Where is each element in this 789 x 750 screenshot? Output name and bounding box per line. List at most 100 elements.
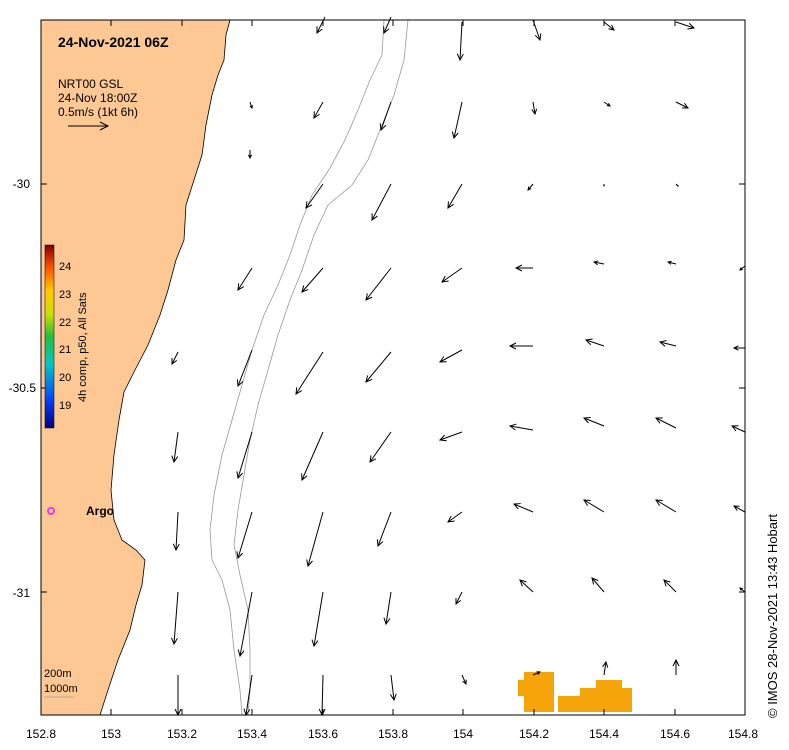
current-vector [441,267,463,283]
scale-arrow [68,121,110,131]
current-vector [316,16,326,34]
current-vector-head [247,154,253,160]
current-vector [603,21,615,31]
current-vector-head [687,22,696,30]
current-vector [175,511,179,551]
current-vector-head [301,473,308,482]
current-vector-head [447,201,454,209]
colorbar-tick: 22 [59,317,71,329]
current-vector-head [243,708,251,717]
current-vector-head [591,577,599,585]
current-vector-head [582,416,591,424]
contour-label-200m: 200m [44,668,72,680]
current-vector [305,183,324,209]
current-vector [667,261,677,265]
current-vector [447,183,463,209]
current-vector [321,674,324,716]
colorbar-tick: 24 [59,261,71,273]
current-vector-head [583,499,591,506]
current-vector-head [438,434,447,442]
current-vector [171,351,179,365]
current-vector [532,671,541,676]
current-vector [461,674,467,685]
current-vector-head [447,515,455,523]
current-vector-head [527,186,532,191]
current-vector [439,431,463,441]
current-vector [675,21,695,29]
current-vector-head [733,505,740,511]
current-vector-head [676,184,679,187]
current-vector-head [237,649,245,658]
contour-label-1000m: 1000m [44,683,78,695]
colorbar [44,244,55,429]
current-vector-head [514,264,523,272]
current-vector-head [305,201,313,209]
current-vector-head [249,105,253,110]
lon-tick: 154.2 [519,727,549,741]
current-vector [301,267,324,293]
lat-tick: -31 [13,586,31,600]
current-vector-head [531,108,538,116]
current-vector-head [171,637,178,646]
current-vector [509,425,534,431]
current-vector-head [301,285,309,293]
current-vector-head [455,598,462,605]
current-vector [369,431,392,463]
current-vector [603,101,611,107]
colorbar-label: 4h comp, p50, All Sats [77,292,89,402]
current-vector [663,579,677,593]
current-vector [237,349,253,387]
lon-tick: 152.8 [26,727,56,741]
current-vector [675,101,689,109]
current-vector-head [365,293,373,301]
current-vector-head [316,26,323,34]
current-vector [365,351,392,383]
current-vector [447,511,463,523]
current-vector-head [313,111,320,119]
current-vector-head [603,184,605,188]
current-vector-head [655,499,663,506]
current-vector [237,431,253,479]
lon-tick: 153.2 [167,727,197,741]
current-vector-head [383,617,391,626]
current-vector-head [383,26,390,35]
colorbar-tick: 20 [59,372,71,384]
current-vector [585,339,605,347]
current-vector-head [237,283,245,291]
current-vector-head [174,708,182,717]
current-vector-head [311,639,319,648]
current-vector-head [439,356,447,363]
current-vector [603,661,607,676]
current-vector [459,21,463,61]
argo-marker[interactable] [47,507,55,515]
contour-200m [209,19,385,716]
map-title: 24-Nov-2021 06Z [58,34,169,50]
argo-label: Argo [86,504,114,518]
axis-ticks [40,20,746,715]
current-vector-head [512,503,521,510]
current-vector [532,101,536,115]
lon-tick: 153.6 [308,727,338,741]
current-vector [453,101,463,139]
current-vector-head [441,275,449,283]
current-vector [371,183,392,221]
current-vector-head [172,543,180,552]
current-vector-head [306,559,313,568]
current-vector-head [730,425,739,432]
lon-tick: 153 [101,727,121,741]
current-vector [655,499,677,513]
current-vector-head [371,213,378,221]
current-vector-head [606,102,611,107]
current-vector [301,431,324,481]
current-vector [313,101,324,119]
current-vector [655,417,677,429]
current-vector-head [295,387,303,395]
current-vector [527,183,534,191]
current-vector-head [592,260,599,266]
current-vector-head [682,102,689,109]
current-vector-head [376,539,384,548]
current-vector-head [602,660,609,668]
current-vector [583,417,605,427]
current-vector-head [508,342,517,350]
current-vector-head [534,33,542,42]
